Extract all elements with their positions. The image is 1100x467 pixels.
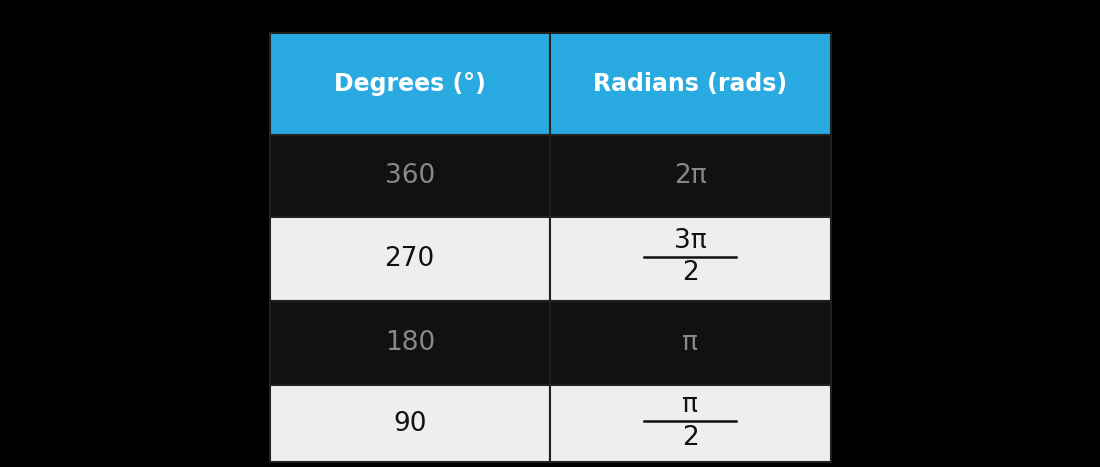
Bar [550,217,830,301]
Bar [270,33,550,135]
Text: π: π [682,330,698,356]
Bar [270,301,550,385]
Text: 3π: 3π [674,227,706,254]
Text: 180: 180 [385,330,435,356]
Bar [270,385,550,462]
Text: Radians (rads): Radians (rads) [593,72,788,96]
Bar [550,135,830,217]
Text: 360: 360 [385,163,435,189]
Bar [270,135,550,217]
Bar [550,385,830,462]
Bar [270,217,550,301]
Text: 270: 270 [385,246,435,272]
Bar [550,33,830,135]
Text: Degrees (°): Degrees (°) [333,72,486,96]
Text: π: π [682,392,698,418]
Text: 90: 90 [393,411,427,437]
Text: 2π: 2π [674,163,706,189]
Bar [550,301,830,385]
Text: 2: 2 [682,425,698,451]
Text: 2: 2 [682,260,698,286]
